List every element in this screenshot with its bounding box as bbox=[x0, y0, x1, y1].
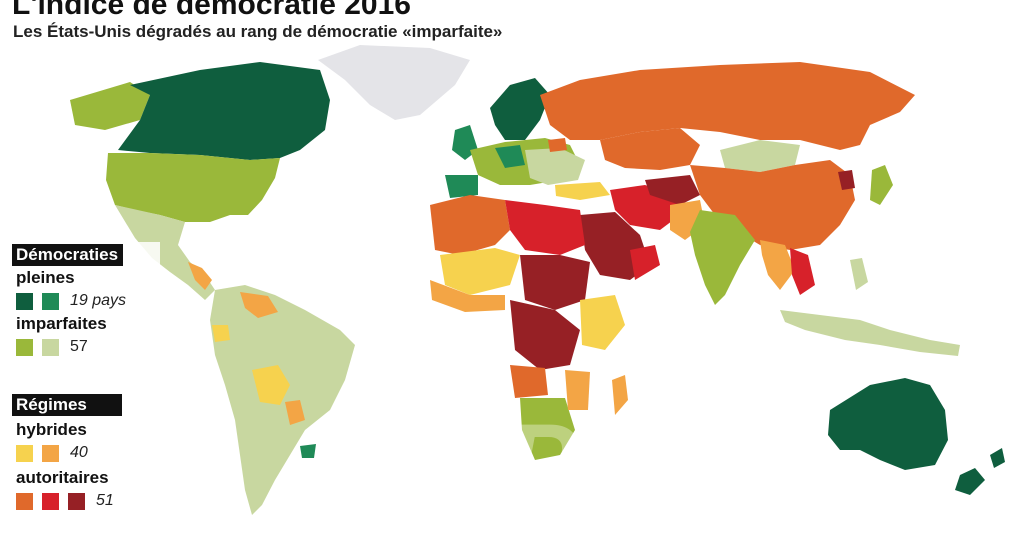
region-afghanistan bbox=[645, 175, 700, 205]
region-kazakhstan bbox=[600, 128, 700, 170]
region-libya-egypt bbox=[505, 200, 585, 255]
region-new-zealand-north bbox=[990, 448, 1005, 468]
region-norway-sweden bbox=[490, 78, 550, 140]
region-canada bbox=[118, 62, 330, 160]
region-sahel bbox=[440, 248, 520, 295]
region-russia bbox=[540, 62, 915, 150]
map-title: L'indice de démocratie 2016 bbox=[12, 0, 411, 21]
legend-full-count: 19 pays bbox=[70, 292, 127, 309]
legend-full-swatch-dark bbox=[16, 293, 33, 310]
legend-flawed-label: imparfaites bbox=[16, 314, 107, 333]
region-india bbox=[690, 210, 755, 305]
legend-hybrid-swatch-dark bbox=[42, 445, 59, 462]
region-central-africa bbox=[510, 300, 580, 370]
region-alaska bbox=[70, 82, 150, 130]
region-yemen-oman bbox=[630, 245, 660, 280]
afp-watermark: AFP bbox=[370, 402, 578, 525]
legend-flawed-swatch-dark bbox=[16, 339, 33, 356]
legend-auth-swatch-orange bbox=[16, 493, 33, 510]
region-spain bbox=[445, 175, 478, 198]
region-north-africa-west bbox=[430, 195, 510, 255]
region-west-africa-coast bbox=[430, 280, 505, 312]
legend-auth-swatch-dark bbox=[68, 493, 85, 510]
legend-democracies-header: Démocraties bbox=[12, 244, 124, 266]
region-east-africa bbox=[580, 295, 625, 350]
region-angola bbox=[510, 365, 548, 398]
region-greenland bbox=[318, 45, 470, 120]
legend-flawed-count: 57 bbox=[70, 338, 88, 355]
region-belarus bbox=[548, 138, 567, 152]
region-central-america-hybrid bbox=[188, 262, 212, 290]
region-southern-africa bbox=[520, 398, 575, 460]
region-ecuador bbox=[212, 325, 230, 342]
region-mongolia bbox=[720, 140, 800, 172]
region-china bbox=[690, 160, 855, 250]
region-paraguay bbox=[285, 400, 305, 425]
legend-full-label: pleines bbox=[16, 268, 75, 287]
legend-hybrid-swatch-light bbox=[16, 445, 33, 462]
legend-auth-label: autoritaires bbox=[16, 468, 109, 487]
region-eastern-europe bbox=[525, 148, 585, 185]
region-vietnam-laos bbox=[790, 248, 815, 295]
region-australia bbox=[828, 378, 948, 470]
region-new-zealand bbox=[955, 468, 985, 495]
region-bolivia bbox=[252, 365, 290, 405]
legend-regimes-header: Régimes bbox=[12, 394, 122, 416]
legend-flawed-swatch-light bbox=[42, 339, 59, 356]
legend-auth-swatch-red bbox=[42, 493, 59, 510]
legend-auth-count: 51 bbox=[96, 492, 114, 509]
region-mozambique bbox=[565, 370, 590, 410]
region-turkey bbox=[555, 182, 610, 200]
region-japan bbox=[870, 165, 893, 205]
region-philippines bbox=[850, 258, 868, 290]
region-sudan-chad bbox=[520, 255, 590, 310]
region-usa bbox=[106, 153, 280, 222]
region-indonesia bbox=[780, 310, 960, 356]
region-mexico bbox=[115, 205, 215, 300]
region-germany bbox=[495, 145, 525, 168]
map-subtitle: Les États-Unis dégradés au rang de démoc… bbox=[13, 22, 503, 41]
legend-full-swatch-light bbox=[42, 293, 59, 310]
region-madagascar bbox=[612, 375, 628, 415]
region-venezuela bbox=[240, 292, 278, 318]
legend-hybrid-label: hybrides bbox=[16, 420, 87, 439]
region-uruguay bbox=[300, 444, 316, 458]
region-north-korea bbox=[838, 170, 855, 190]
region-myanmar-thailand bbox=[760, 240, 795, 290]
legend-hybrid-count: 40 bbox=[70, 444, 88, 461]
